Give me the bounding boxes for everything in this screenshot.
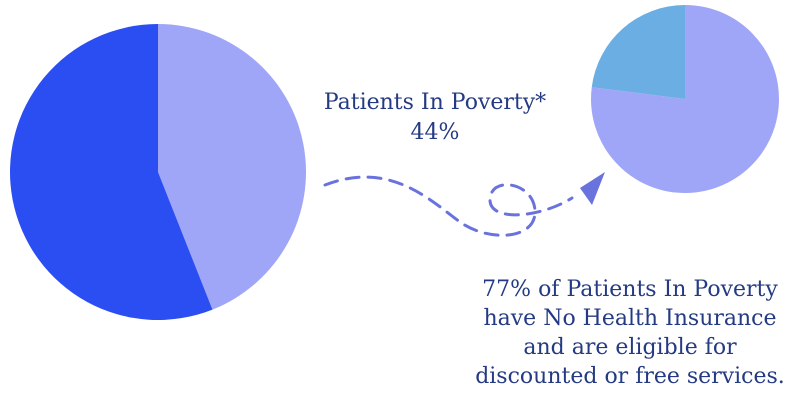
insurance-line-3: and are eligible for	[523, 335, 737, 360]
poverty-label: Patients In Poverty* 44%	[300, 88, 570, 148]
poverty-pie-chart	[10, 24, 307, 320]
poverty-pie-slice-2	[10, 24, 213, 320]
insurance-label: 77% of Patients In Poverty have No Healt…	[455, 275, 805, 391]
insurance-line-1: 77% of Patients In Poverty	[482, 277, 778, 302]
insurance-pie-chart	[591, 5, 779, 193]
poverty-pie-slice-1	[158, 24, 307, 310]
dashed-loop-arrow	[323, 175, 574, 237]
insurance-line-4: discounted or free services.	[475, 364, 785, 389]
insurance-line-2: have No Health Insurance	[483, 306, 777, 331]
insurance-pie-slice-2	[591, 5, 685, 99]
arrow-head	[580, 172, 605, 205]
poverty-title: Patients In Poverty*	[323, 90, 547, 115]
poverty-percent: 44%	[410, 120, 460, 145]
